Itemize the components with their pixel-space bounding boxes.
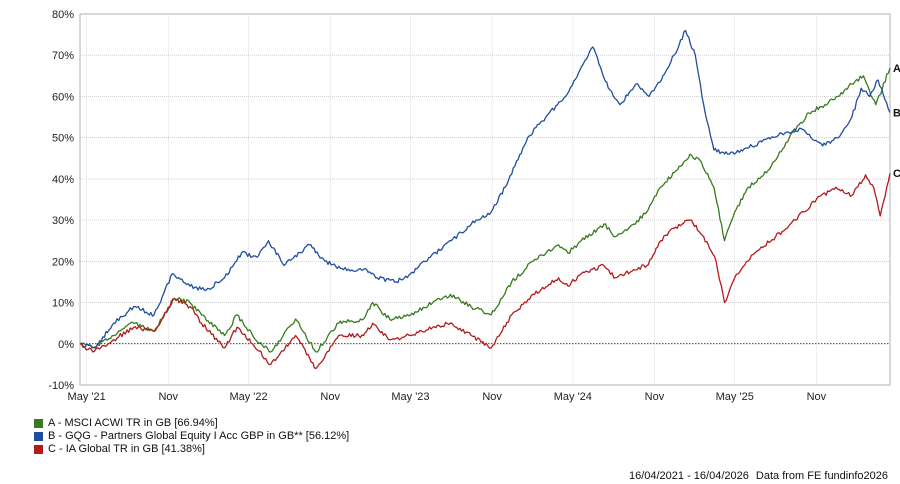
y-tick-label: 30% [52,215,74,227]
x-tick-label: Nov [645,391,665,403]
legend-swatch-c [34,445,43,454]
x-tick-label: Nov [158,391,178,403]
x-tick-label: Nov [320,391,340,403]
x-tick-label: May '25 [716,391,754,403]
series-line-a [79,67,891,353]
y-tick-label: 10% [52,298,74,310]
y-tick-label: 40% [52,174,74,186]
y-tick-label: 80% [52,9,74,21]
legend-swatch-b [34,432,43,441]
y-tick-label: 70% [52,50,74,62]
performance-line-chart: -10% 0% 10% 20% 30% 40% 50% 60% 70% 80% May '21 Nov… [48,9,900,403]
legend-item-c[interactable]: C - IA Global TR in GB [41.38%] [34,443,349,456]
x-tick-label: May '22 [229,391,267,403]
x-tick-label: May '24 [554,391,592,403]
y-tick-label: 0% [58,339,74,351]
footer-note: 16/04/2021 - 16/04/2026 Data from FE fun… [629,470,888,482]
legend-label-a: A - MSCI ACWI TR in GB [66.94%] [48,417,218,429]
legend-label-c: C - IA Global TR in GB [41.38%] [48,443,205,455]
legend-swatch-a [34,419,43,428]
legend-item-a[interactable]: A - MSCI ACWI TR in GB [66.94%] [34,417,349,430]
x-tick-label: Nov [482,391,502,403]
series-end-label-c: C [893,168,900,180]
y-tick-label: -10% [48,380,74,392]
gridlines [79,13,891,386]
y-tick-label: 20% [52,256,74,268]
y-tick-label: 60% [52,91,74,103]
series-line-c [79,173,891,370]
legend-item-b[interactable]: B - GQG - Partners Global Equity I Acc G… [34,430,349,443]
series-line-b [79,29,891,349]
legend-label-b: B - GQG - Partners Global Equity I Acc G… [48,430,350,442]
footer-date-range: 16/04/2021 - 16/04/2026 [628,470,749,482]
x-tick-label: May '21 [68,391,106,403]
plot-area [79,13,891,386]
footer-source: Data from FE fundinfo2026 [755,470,888,482]
x-tick-label: May '23 [391,391,429,403]
series-end-label-b: B [893,107,900,119]
series-lines [79,29,891,370]
legend: A - MSCI ACWI TR in GB [66.94%] B - GQG … [34,417,349,456]
series-end-label-a: A [893,63,900,75]
y-tick-label: 50% [52,133,74,145]
axes: -10% 0% 10% 20% 30% 40% 50% 60% 70% 80% May '21 Nov… [48,9,900,403]
x-tick-label: Nov [807,391,827,403]
